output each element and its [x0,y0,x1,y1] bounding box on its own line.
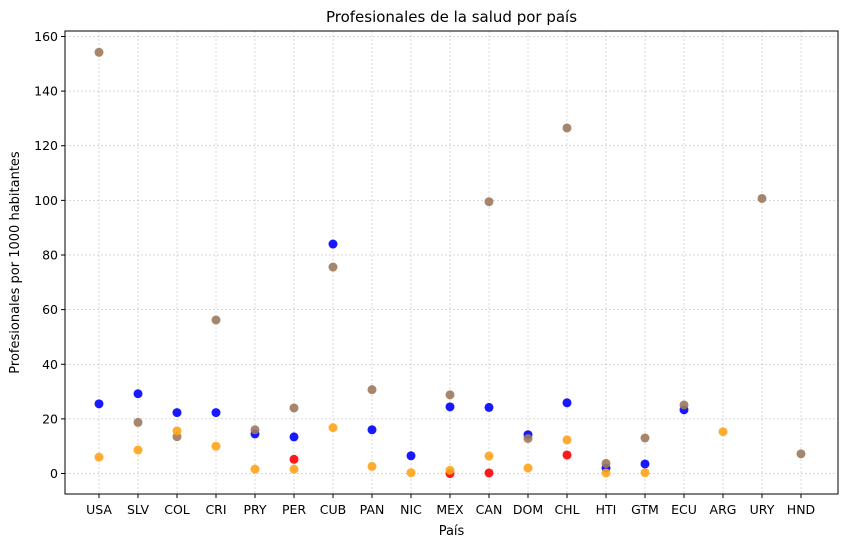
data-point [640,459,650,469]
data-point [640,468,650,478]
data-point [94,399,104,409]
data-point [484,197,494,207]
data-point [328,239,338,249]
data-point [484,402,494,412]
chart-title: Profesionales de la salud por país [326,8,577,26]
x-tick-label: CAN [476,502,503,517]
y-tick-label: 20 [42,411,58,426]
data-point [601,468,611,478]
y-axis-label: Profesionales por 1000 habitantes [8,151,23,374]
data-point [679,400,689,410]
data-point [211,441,221,451]
x-tick-label: COL [164,502,190,517]
data-point [211,315,221,325]
y-tick-label: 0 [50,466,58,481]
data-point [796,449,806,459]
data-point [757,193,767,203]
data-point [94,452,104,462]
data-point [445,402,455,412]
data-point [484,451,494,461]
x-tick-label: ECU [671,502,697,517]
data-point [367,385,377,395]
x-tick-label: PER [282,502,306,517]
data-point [445,390,455,400]
data-point [133,445,143,455]
data-point [523,434,533,444]
data-point [523,463,533,473]
data-point [562,450,572,460]
data-point [367,461,377,471]
x-tick-label: PRY [243,502,266,517]
x-tick-label: DOM [513,502,543,517]
data-point [406,468,416,478]
x-tick-label: HTI [596,502,617,517]
x-tick-label: SLV [127,502,150,517]
data-point [289,432,299,442]
x-tick-label: CRI [205,502,226,517]
grid [65,31,838,494]
y-tick-label: 60 [42,302,58,317]
data-point [133,417,143,427]
data-point [250,425,260,435]
y-tick-label: 160 [34,29,58,44]
x-tick-label: NIC [400,502,422,517]
data-points [94,47,806,479]
data-point [562,435,572,445]
x-tick-label: MEX [436,502,464,517]
plot-frame [64,30,839,495]
y-tick-label: 80 [42,247,58,262]
data-point [289,464,299,474]
data-point [328,262,338,272]
data-point [211,408,221,418]
data-point [250,464,260,474]
x-tick-label: GTM [631,502,659,517]
data-point [445,465,455,475]
data-point [484,468,494,478]
axis-ticks: USA SLV COL CRI PRY PER CUB PAN NIC MEX CAN DOM CHL H… [34,29,815,517]
x-tick-label: PAN [360,502,385,517]
data-point [172,426,182,436]
data-point [601,458,611,468]
x-tick-label: ARG [710,502,737,517]
x-tick-label: URY [750,502,775,517]
data-point [406,451,416,461]
x-tick-label: CHL [554,502,579,517]
data-point [640,433,650,443]
data-point [367,425,377,435]
data-point [94,47,104,57]
data-point [133,389,143,399]
data-point [289,403,299,413]
x-tick-label: USA [86,502,112,517]
y-tick-label: 40 [42,357,58,372]
data-point [562,398,572,408]
data-point [328,423,338,433]
y-tick-label: 120 [34,138,58,153]
x-tick-label: CUB [320,502,346,517]
data-point [718,427,728,437]
data-point [289,454,299,464]
data-point [562,123,572,133]
x-tick-label: HND [787,502,815,517]
data-point [172,408,182,418]
y-tick-label: 140 [34,84,58,99]
y-tick-label: 100 [34,193,58,208]
x-axis-label: País [439,524,465,539]
